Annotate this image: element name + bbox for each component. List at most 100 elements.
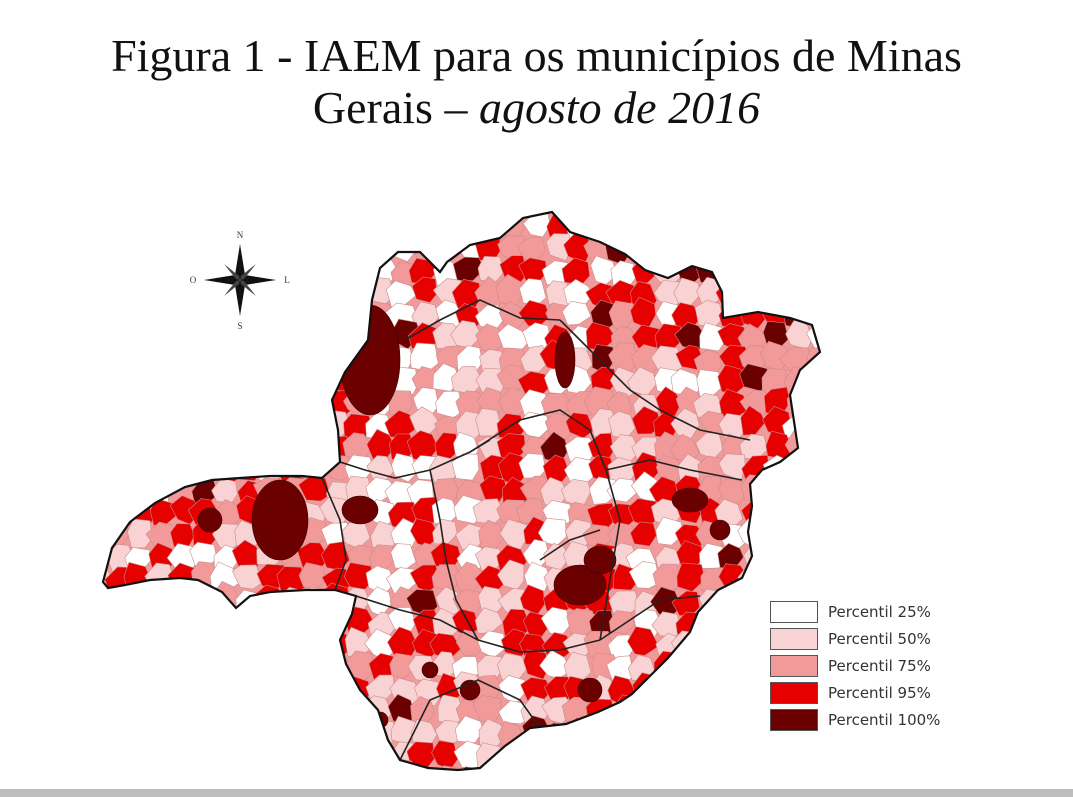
municipality-area xyxy=(719,738,747,767)
municipality-area xyxy=(319,737,350,764)
municipality-area xyxy=(627,626,660,656)
municipality-area xyxy=(588,476,619,505)
municipality-area xyxy=(103,454,111,487)
municipality-area xyxy=(761,233,790,262)
municipality-area xyxy=(126,677,155,702)
municipality-area xyxy=(743,213,774,242)
municipality-area xyxy=(365,674,396,701)
municipality-area xyxy=(806,525,820,553)
municipality-area xyxy=(213,718,243,745)
municipality-area xyxy=(785,543,818,572)
municipality-area xyxy=(237,718,264,750)
municipality-area xyxy=(103,671,129,701)
compass-sw-arrow xyxy=(224,280,240,296)
municipality-area xyxy=(233,696,264,726)
municipality-area xyxy=(785,502,814,531)
municipality-area xyxy=(149,370,177,399)
municipality-area xyxy=(256,300,283,327)
municipality-area xyxy=(190,345,220,379)
municipality-area xyxy=(714,608,744,637)
municipality-area xyxy=(651,676,682,706)
compass-label-east: L xyxy=(284,275,290,285)
municipality-area xyxy=(167,652,194,677)
municipality-area xyxy=(542,761,570,770)
municipality-area xyxy=(257,346,289,374)
municipality-area xyxy=(319,697,348,725)
municipality-area xyxy=(343,761,375,770)
municipality-area xyxy=(192,407,218,437)
municipality-area xyxy=(278,213,308,245)
municipality-area xyxy=(583,545,617,575)
municipality-area xyxy=(675,717,704,745)
municipality-area xyxy=(808,231,820,261)
municipality-area xyxy=(277,212,308,218)
municipality-area xyxy=(125,303,152,331)
municipality-area xyxy=(148,393,180,421)
municipality-area xyxy=(103,232,129,262)
municipality-area xyxy=(322,324,352,351)
municipality-area xyxy=(321,674,350,703)
municipality-area xyxy=(103,278,107,308)
municipality-area xyxy=(631,701,660,727)
municipality-area xyxy=(125,741,153,770)
municipality-area xyxy=(145,652,177,682)
municipality-area xyxy=(561,300,592,326)
municipality-area xyxy=(254,672,283,702)
municipality-area xyxy=(255,696,288,728)
municipality-area xyxy=(103,472,128,505)
municipality-area xyxy=(145,717,174,744)
municipality-area xyxy=(191,608,223,635)
municipality-area xyxy=(190,584,219,615)
municipality-area xyxy=(145,410,174,440)
municipality-area xyxy=(104,453,133,484)
municipality-area xyxy=(213,390,241,418)
municipality-area xyxy=(238,652,266,681)
compass-label-north: N xyxy=(237,230,244,240)
mesoregion-border xyxy=(321,477,347,591)
municipality-area xyxy=(421,661,439,679)
municipality-area xyxy=(322,723,351,751)
municipality-area xyxy=(189,628,219,660)
municipality-area xyxy=(169,672,198,701)
municipality-area xyxy=(212,367,242,398)
municipality-area xyxy=(103,347,111,376)
municipality-area xyxy=(148,454,174,484)
municipality-area xyxy=(343,259,376,286)
municipality-area xyxy=(103,498,128,527)
municipality-area xyxy=(608,212,639,217)
municipality-area xyxy=(169,610,201,640)
municipality-area xyxy=(609,213,639,238)
municipality-area xyxy=(650,723,682,750)
municipality-area xyxy=(167,212,196,220)
municipality-area xyxy=(103,496,108,527)
municipality-area xyxy=(786,565,816,592)
municipality-area xyxy=(164,414,196,441)
mesoregion-border xyxy=(605,459,743,481)
legend-item-p95: Percentil 95% xyxy=(770,679,940,706)
municipality-area xyxy=(231,677,262,704)
municipality-area xyxy=(103,655,133,682)
municipality-area xyxy=(517,760,551,770)
municipality-area xyxy=(232,564,263,590)
municipality-area xyxy=(785,255,816,285)
municipality-area xyxy=(214,676,242,706)
municipality-area xyxy=(103,655,108,685)
municipality-area xyxy=(765,765,792,770)
municipality-area xyxy=(411,276,438,303)
municipality-area xyxy=(144,763,173,770)
municipality-area xyxy=(737,567,765,596)
municipality-area xyxy=(804,212,820,220)
municipality-area xyxy=(103,212,132,239)
municipality-area xyxy=(807,260,820,289)
municipality-area xyxy=(762,520,791,551)
municipality-area xyxy=(171,214,200,243)
municipality-area xyxy=(553,564,607,606)
municipality-area xyxy=(786,737,818,769)
legend-item-p75: Percentil 75% xyxy=(770,652,940,679)
figure-title-line-1: Figura 1 - IAEM para os municípios de Mi… xyxy=(111,30,962,81)
municipality-area xyxy=(628,561,661,589)
mesoregion-borders xyxy=(321,299,751,761)
municipality-area xyxy=(103,478,112,507)
municipality-area xyxy=(251,479,309,561)
municipality-area xyxy=(103,607,133,636)
